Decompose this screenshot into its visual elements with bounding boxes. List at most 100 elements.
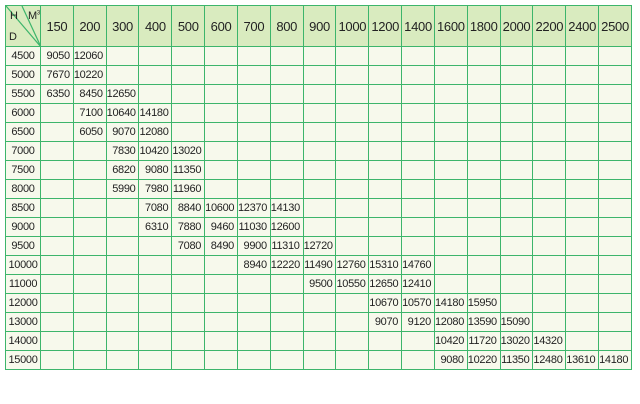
table-cell [236, 84, 271, 104]
table-cell: 10420 [138, 141, 173, 161]
table-cell [204, 103, 238, 123]
table-cell [368, 141, 403, 161]
table-cell [466, 236, 501, 256]
table-cell [171, 84, 206, 104]
table-cell [105, 312, 140, 332]
corner-label-d: D [9, 31, 17, 43]
table-cell [598, 141, 632, 161]
table-cell [269, 103, 304, 123]
table-cell [598, 331, 632, 351]
row-header-d: 5000 [5, 65, 41, 85]
table-row: 6000 7100 10640 14180 [5, 103, 632, 123]
table-cell [236, 65, 271, 85]
table-cell [565, 160, 600, 180]
table-cell: 11490 [302, 255, 337, 275]
table-cell: 11350 [171, 160, 206, 180]
table-cell [171, 46, 206, 66]
table-cell [72, 141, 107, 161]
table-cell: 14180 [433, 293, 468, 313]
table-cell [171, 350, 206, 370]
table-cell [433, 255, 468, 275]
corner-label-m-sup: 3 [36, 10, 40, 17]
corner-label-h: H [10, 10, 18, 22]
table-cell [269, 141, 304, 161]
table-cell [40, 293, 74, 313]
row-header-d: 13000 [5, 312, 41, 332]
table-cell [565, 46, 600, 66]
table-cell [72, 160, 107, 180]
table-cell: 11720 [466, 331, 501, 351]
table-cell: 12080 [433, 312, 468, 332]
table-cell [499, 65, 534, 85]
table-cell: 15950 [466, 293, 501, 313]
table-cell [72, 217, 107, 237]
table-cell: 7080 [138, 198, 173, 218]
column-header: 900 [302, 5, 337, 47]
corner-label-m: M3 [28, 10, 40, 22]
table-cell [72, 274, 107, 294]
table-cell [368, 217, 403, 237]
table-cell [269, 274, 304, 294]
table-cell [532, 312, 567, 332]
table-cell [433, 179, 468, 199]
table-cell [598, 236, 632, 256]
column-header: 200 [72, 5, 107, 47]
table-cell [40, 255, 74, 275]
table-cell [565, 217, 600, 237]
table-cell: 13020 [171, 141, 206, 161]
row-header-d: 10000 [5, 255, 41, 275]
table-cell [368, 350, 403, 370]
table-cell [335, 84, 370, 104]
table-cell [105, 217, 140, 237]
table-cell: 11960 [171, 179, 206, 199]
table-cell [138, 331, 173, 351]
column-header: 1800 [466, 5, 501, 47]
table-cell [171, 331, 206, 351]
table-cell [499, 141, 534, 161]
table-cell: 12650 [368, 274, 403, 294]
table-cell [302, 331, 337, 351]
table-cell [401, 46, 435, 66]
row-header-d: 9000 [5, 217, 41, 237]
table-cell [335, 312, 370, 332]
column-header: 600 [204, 5, 238, 47]
column-header: 800 [269, 5, 304, 47]
table-cell [236, 103, 271, 123]
table-cell [401, 122, 435, 142]
table-cell [565, 255, 600, 275]
table-cell: 8450 [72, 84, 107, 104]
table-cell: 14320 [532, 331, 567, 351]
table-cell [532, 179, 567, 199]
table-cell [335, 46, 370, 66]
table-cell: 13590 [466, 312, 501, 332]
column-header: 1400 [401, 5, 435, 47]
table-cell [138, 274, 173, 294]
table-cell [499, 255, 534, 275]
column-header: 150 [40, 5, 74, 47]
table-cell [138, 255, 173, 275]
table-cell [236, 122, 271, 142]
table-cell [499, 122, 534, 142]
table-cell [204, 179, 238, 199]
table-cell [204, 84, 238, 104]
column-header: 1600 [433, 5, 468, 47]
table-cell: 8490 [204, 236, 238, 256]
table-cell: 9070 [105, 122, 140, 142]
table-cell: 14760 [401, 255, 435, 275]
table-cell [72, 293, 107, 313]
table-cell: 9120 [401, 312, 435, 332]
table-row: 14000 10420 11720 13020 14320 [5, 331, 632, 351]
row-header-d: 5500 [5, 84, 41, 104]
table-cell: 7080 [171, 236, 206, 256]
table-cell: 7100 [72, 103, 107, 123]
table-cell [302, 65, 337, 85]
table-cell [401, 160, 435, 180]
table-cell [236, 274, 271, 294]
table-cell [302, 198, 337, 218]
table-cell: 12760 [335, 255, 370, 275]
table-cell [433, 236, 468, 256]
table-cell: 12720 [302, 236, 337, 256]
table-cell [171, 65, 206, 85]
table-cell: 8940 [236, 255, 271, 275]
table-cell: 12600 [269, 217, 304, 237]
